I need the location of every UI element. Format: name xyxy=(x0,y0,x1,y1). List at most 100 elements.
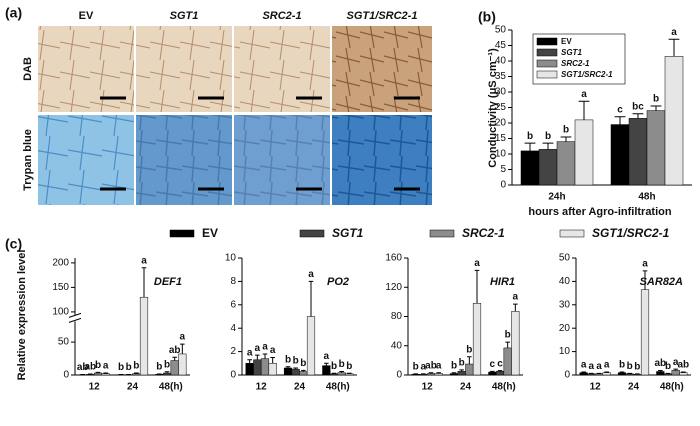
photo xyxy=(234,115,330,205)
significance-letter: c xyxy=(497,358,503,369)
error-bar xyxy=(180,344,185,354)
y-tick-label: 200 xyxy=(52,258,69,269)
significance-letter: b xyxy=(331,361,337,372)
bar xyxy=(163,373,171,375)
error-bar xyxy=(633,114,644,119)
bar xyxy=(94,373,102,375)
x-tick-label: 24 xyxy=(127,382,139,393)
x-tick-label: 48(h) xyxy=(492,382,516,393)
legend-swatch xyxy=(430,230,454,237)
significance-letter: b xyxy=(545,131,551,142)
significance-letter: a xyxy=(671,27,677,38)
bar xyxy=(657,371,665,375)
significance-letter: b xyxy=(118,362,124,373)
error-bar xyxy=(651,106,662,111)
significance-letter: b xyxy=(653,94,659,105)
significance-letter: b xyxy=(627,361,633,372)
gene-label: SAR82A xyxy=(640,276,683,288)
significance-letter: a xyxy=(642,259,648,270)
legend-label: SRC2-1 xyxy=(462,226,505,240)
legend-swatch xyxy=(537,60,557,67)
significance-letter: c xyxy=(617,104,623,115)
y-tick-label: 40 xyxy=(559,276,571,287)
bar xyxy=(629,118,647,185)
bar xyxy=(346,374,354,375)
x-tick-label: 12 xyxy=(89,382,101,393)
error-bar xyxy=(525,143,536,151)
bar xyxy=(557,142,575,185)
photo-panel xyxy=(38,26,432,205)
bar xyxy=(611,125,629,185)
significance-letter: b xyxy=(95,360,101,371)
significance-letter: a xyxy=(436,360,442,371)
significance-letter: a xyxy=(141,255,147,266)
error-bar xyxy=(467,357,472,364)
significance-letter: b xyxy=(346,361,352,372)
x-tick-label: 48h xyxy=(638,192,655,203)
significance-letter: a xyxy=(270,345,276,356)
column-label: SRC2-1 xyxy=(262,10,301,22)
photo xyxy=(136,115,232,205)
significance-letter: b xyxy=(527,131,533,142)
significance-letter: b xyxy=(164,359,170,370)
panel-label: (a) xyxy=(5,5,22,21)
significance-letter: b xyxy=(413,362,419,373)
y-tick-label: 30 xyxy=(559,299,571,310)
bar xyxy=(246,363,254,375)
gene-label: PO2 xyxy=(327,276,349,288)
bar xyxy=(595,374,603,375)
gene-label: HIR1 xyxy=(490,276,515,288)
significance-letter: a xyxy=(604,360,610,371)
y-tick-label: 0 xyxy=(63,370,69,381)
bar xyxy=(634,374,642,375)
column-label: SGT1 xyxy=(170,10,199,22)
bar xyxy=(435,374,443,375)
error-bar xyxy=(255,355,260,360)
y-axis-label: Relative expression level xyxy=(16,250,28,381)
bar xyxy=(323,366,331,375)
legend-swatch xyxy=(560,230,584,237)
x-tick-label: 48(h) xyxy=(326,382,350,393)
bar xyxy=(539,149,557,185)
x-tick-label: 12 xyxy=(256,382,268,393)
error-bar xyxy=(615,117,626,125)
panel-label: (c) xyxy=(5,236,22,252)
legend-label: SGT1 xyxy=(561,48,582,57)
significance-letter: ab xyxy=(677,360,689,371)
error-bar xyxy=(475,270,480,303)
significance-letter: a xyxy=(513,292,519,303)
bar xyxy=(665,56,683,185)
bar xyxy=(140,297,148,375)
significance-letter: a xyxy=(474,258,480,269)
bar xyxy=(680,373,688,375)
legend-swatch xyxy=(537,49,557,56)
bar xyxy=(179,354,187,375)
bar xyxy=(171,361,179,375)
error-bar xyxy=(263,354,268,359)
bar xyxy=(618,373,626,375)
y-tick-label: 100 xyxy=(52,307,69,318)
significance-letter: b xyxy=(285,354,291,365)
legend-swatch xyxy=(300,230,324,237)
y-tick-label: 160 xyxy=(385,253,402,264)
significance-letter: b xyxy=(126,362,132,373)
legend-swatch xyxy=(537,71,557,78)
error-bar xyxy=(270,357,275,363)
bar xyxy=(269,363,277,375)
significance-letter: a xyxy=(180,332,186,343)
error-bar xyxy=(561,137,572,142)
bar xyxy=(626,374,634,375)
bar xyxy=(254,360,262,375)
bar xyxy=(450,374,458,375)
significance-letter: c xyxy=(490,359,496,370)
legend-label: SRC2-1 xyxy=(561,59,590,68)
bar xyxy=(292,369,300,375)
error-bar xyxy=(332,373,337,374)
significance-letter: a xyxy=(581,89,587,100)
significance-letter: b xyxy=(634,361,640,372)
y-tick-label: 5 xyxy=(500,164,506,175)
y-tick-label: 40 xyxy=(391,340,403,351)
significance-letter: a xyxy=(581,360,587,371)
significance-letter: b xyxy=(339,359,345,370)
